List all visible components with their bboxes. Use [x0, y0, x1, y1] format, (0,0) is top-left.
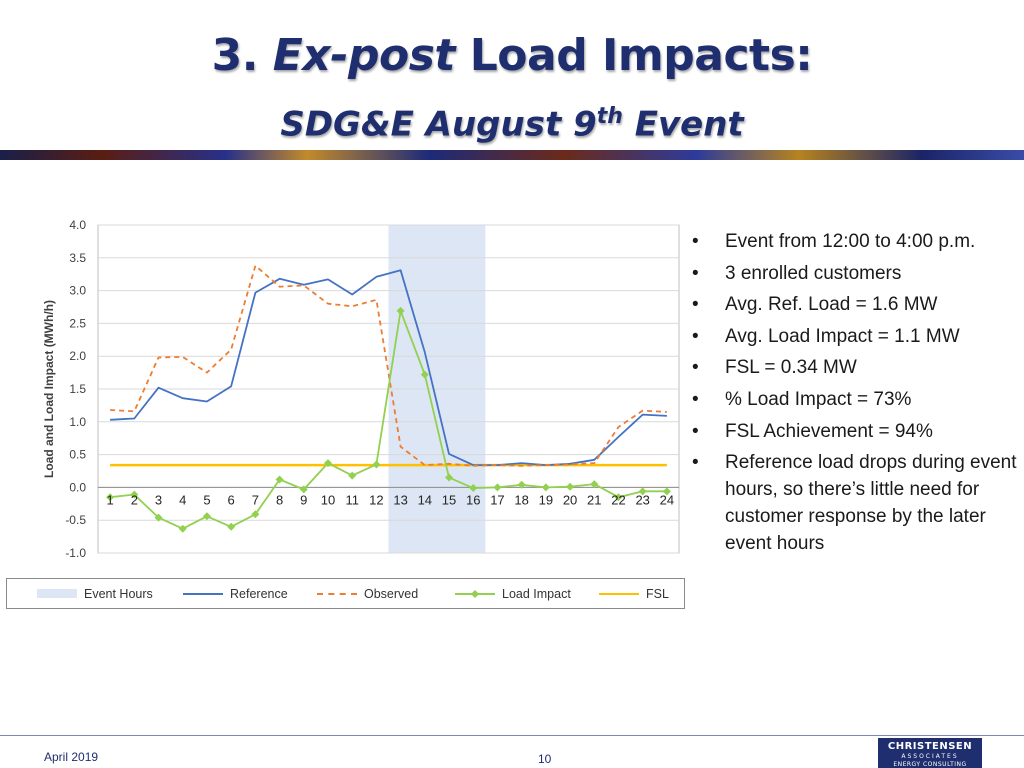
legend-label: Reference — [230, 586, 288, 601]
y-tick-label: 3.5 — [69, 251, 86, 265]
legend-swatch-load-impact — [455, 589, 495, 598]
data-point-load-impact — [130, 490, 139, 499]
legend-item-observed: Observed — [317, 579, 418, 608]
footer-divider — [0, 735, 1024, 736]
data-point-load-impact — [348, 471, 357, 480]
y-tick-label: -1.0 — [65, 546, 86, 560]
legend-item-reference: Reference — [183, 579, 288, 608]
x-tick-label: 23 — [635, 492, 649, 507]
x-tick-label: 10 — [321, 492, 335, 507]
x-tick-label: 18 — [514, 492, 528, 507]
data-point-load-impact — [517, 480, 526, 489]
bullet-item: • Avg. Ref. Load = 1.6 MW — [692, 294, 938, 316]
y-axis-label: Load and Load Impact (MWh/h) — [42, 300, 56, 478]
data-point-load-impact — [493, 483, 502, 492]
data-point-load-impact — [638, 487, 647, 496]
x-tick-label: 21 — [587, 492, 601, 507]
x-tick-label: 8 — [276, 492, 283, 507]
data-point-load-impact — [227, 522, 236, 531]
x-tick-label: 7 — [252, 492, 259, 507]
series-line-reference — [110, 269, 667, 467]
slide-title: 3. Ex-post Load Impacts: — [211, 30, 813, 81]
x-tick-label: 16 — [466, 492, 480, 507]
data-point-load-impact — [420, 370, 429, 379]
legend-label: Observed — [364, 586, 419, 601]
y-tick-label: 0.0 — [69, 480, 86, 494]
x-tick-label: 3 — [155, 492, 162, 507]
bullet-item: • FSL = 0.34 MW — [692, 357, 857, 379]
y-tick-label: 0.5 — [69, 448, 86, 462]
y-tick-label: 1.5 — [69, 382, 86, 396]
chart-legend: Event Hours Reference Observed Load Impa… — [6, 578, 685, 609]
x-tick-label: 15 — [442, 492, 456, 507]
legend-label: FSL — [646, 586, 669, 601]
data-point-load-impact — [614, 493, 623, 502]
data-point-load-impact — [541, 483, 550, 492]
x-tick-label: 24 — [660, 492, 674, 507]
bullet-item: • 3 enrolled customers — [692, 262, 902, 284]
data-point-load-impact — [469, 484, 478, 493]
footer-date: April 2019 — [44, 750, 99, 764]
data-point-load-impact — [590, 480, 599, 489]
data-point-load-impact — [202, 512, 211, 521]
x-tick-label: 11 — [345, 492, 359, 507]
x-tick-label: 9 — [300, 492, 307, 507]
data-point-load-impact — [396, 306, 405, 315]
y-tick-label: 2.0 — [69, 349, 86, 363]
data-point-load-impact — [662, 487, 671, 496]
x-tick-label: 12 — [369, 492, 383, 507]
data-point-load-impact — [323, 459, 332, 468]
x-tick-label: 1 — [106, 492, 113, 507]
data-point-load-impact — [372, 460, 381, 469]
legend-label: Event Hours — [84, 586, 153, 601]
x-tick-label: 22 — [611, 492, 625, 507]
summary-bullets: • Event from 12:00 to 4:00 p.m. • 3 enroll… — [690, 228, 1020, 562]
series-line-observed — [110, 264, 667, 467]
x-tick-label: 20 — [563, 492, 577, 507]
header-banner — [0, 150, 1024, 160]
bullet-item: • FSL Achievement = 94% — [692, 420, 933, 442]
legend-label: Load Impact — [502, 586, 571, 601]
x-tick-label: 14 — [418, 492, 432, 507]
legend-item-fsl: FSL — [599, 579, 669, 608]
x-tick-label: 4 — [179, 492, 186, 507]
data-point-load-impact — [251, 510, 260, 519]
data-point-load-impact — [445, 473, 454, 482]
legend-item-load-impact: Load Impact — [455, 579, 571, 608]
company-logo: CHRISTENSEN ASSOCIATES ENERGY CONSULTING — [878, 738, 982, 768]
y-tick-label: 1.0 — [69, 415, 86, 429]
data-point-load-impact — [178, 524, 187, 533]
data-point-load-impact — [106, 493, 115, 502]
y-tick-label: 2.5 — [69, 316, 86, 330]
load-impact-chart: -1.0-0.50.00.51.01.52.02.53.03.54.01 2 3 4 5… — [42, 218, 680, 560]
y-tick-label: 3.0 — [69, 284, 86, 298]
y-tick-label: 4.0 — [69, 218, 86, 232]
data-point-load-impact — [154, 513, 163, 522]
y-tick-label: -0.5 — [65, 513, 86, 527]
bullet-item: •% Load Impact = 73% — [692, 388, 912, 410]
x-tick-label: 13 — [393, 492, 407, 507]
slide-subtitle: SDG&E August 9th Event — [280, 104, 744, 145]
page-number: 10 — [538, 752, 552, 766]
x-tick-label: 5 — [203, 492, 210, 507]
bullet-item: • Reference load drops during event hours… — [692, 452, 1017, 555]
x-tick-label: 19 — [539, 492, 553, 507]
bullet-item: • Avg. Load Impact = 1.1 MW — [692, 325, 960, 347]
x-tick-label: 6 — [228, 492, 235, 507]
x-tick-label: 17 — [490, 492, 504, 507]
bullet-item: • Event from 12:00 to 4:00 p.m. — [692, 231, 976, 252]
data-point-load-impact — [299, 485, 308, 494]
data-point-load-impact — [566, 482, 575, 491]
x-tick-label: 2 — [131, 492, 138, 507]
series-line-load-impact — [110, 310, 667, 530]
legend-item-event-hours: Event Hours — [37, 579, 153, 608]
data-point-load-impact — [275, 475, 284, 484]
